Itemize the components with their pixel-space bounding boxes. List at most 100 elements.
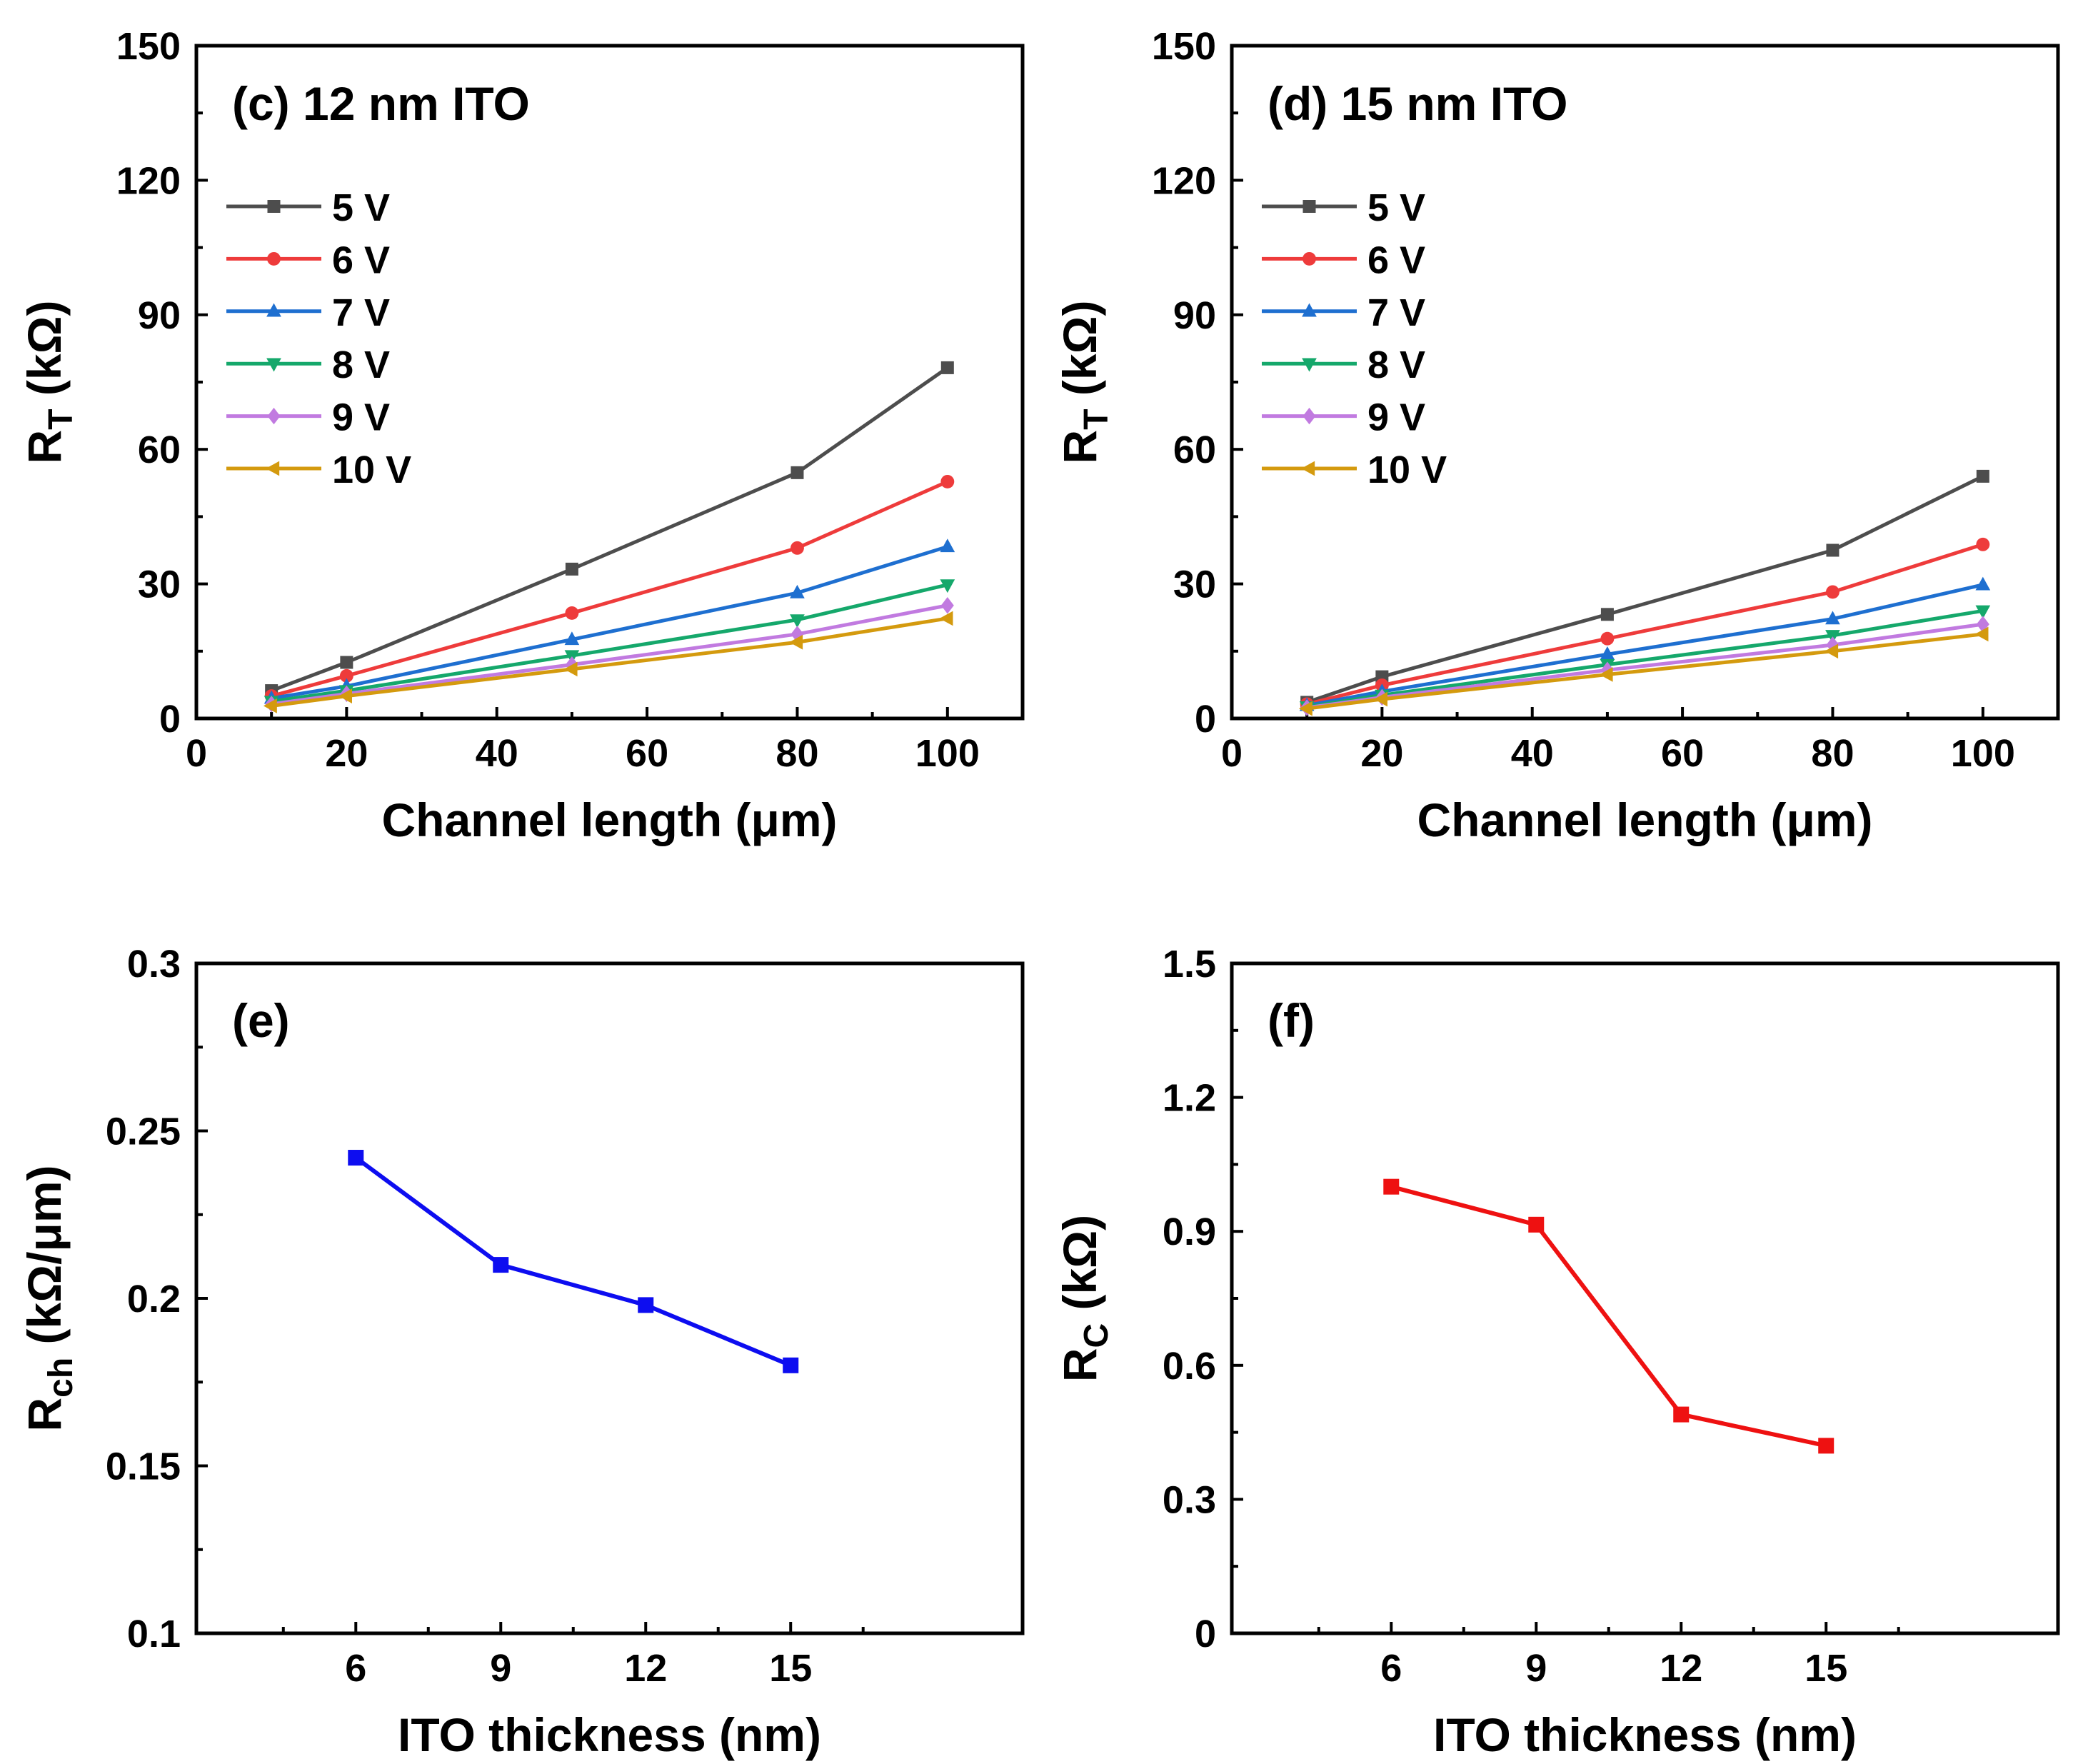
x-tick-label: 20: [325, 732, 368, 775]
data-point: [340, 656, 353, 669]
series-line: [1306, 542, 1984, 706]
data-point: [940, 597, 954, 614]
data-point: [1600, 646, 1615, 660]
series-line: [1390, 1184, 1827, 1448]
series-10v: [263, 611, 953, 713]
y-tick-label: 0: [159, 698, 181, 741]
legend-marker: [1302, 251, 1316, 266]
legend-label: 5 V: [1367, 186, 1425, 229]
data-point: [1528, 1216, 1545, 1233]
data-point: [790, 626, 804, 643]
legend: 5 V 6 V 7 V 8 V 9 V 10 V: [226, 186, 411, 491]
x-axis-label: Channel length (μm): [381, 793, 837, 846]
series-10v: [1298, 626, 1989, 716]
series-f: [1383, 1178, 1834, 1454]
data-point: [939, 611, 953, 626]
legend-marker: [1302, 303, 1317, 317]
legend-marker: [266, 461, 280, 476]
y-axis-label-subscript: T: [42, 409, 80, 429]
data-point: [790, 541, 804, 555]
data-point: [1826, 585, 1839, 599]
data-point: [790, 614, 805, 628]
x-tick-label: 0: [186, 732, 207, 775]
y-tick-label: 150: [116, 25, 181, 68]
data-point: [1673, 1406, 1690, 1423]
y-tick-label: 30: [1173, 563, 1216, 606]
data-point: [940, 579, 955, 593]
x-tick-label: 15: [769, 1647, 812, 1690]
y-tick-label: 0.25: [106, 1111, 181, 1153]
y-tick-label: 120: [1152, 159, 1216, 202]
series-line: [354, 1156, 792, 1368]
x-axis-label: ITO thickness (nm): [398, 1708, 821, 1761]
x-tick-label: 6: [345, 1647, 366, 1690]
y-axis-label-main: R: [18, 1398, 71, 1432]
y-tick-label: 90: [1173, 294, 1216, 337]
data-point: [263, 698, 277, 713]
panel-label: (f): [1268, 994, 1315, 1047]
legend-marker: [266, 303, 281, 317]
x-tick-label: 80: [1811, 732, 1854, 775]
data-point: [1975, 576, 1991, 591]
x-tick-label: 9: [1525, 1647, 1547, 1690]
y-tick-label: 0: [1195, 698, 1216, 741]
data-point: [564, 631, 580, 646]
x-tick-label: 100: [915, 732, 980, 775]
panel-label: (e): [232, 994, 290, 1047]
legend-label: 6 V: [332, 239, 390, 281]
chart-panel-d: 0 30 60 90 120 150 0 20 40 60 80 100 Channel length …: [1053, 25, 2060, 846]
data-point: [1976, 537, 1990, 551]
y-axis-label-main: R: [1053, 430, 1106, 464]
x-tick-label: 0: [1221, 732, 1243, 775]
plot-frame: [1230, 961, 2060, 1635]
panel-label: (d) 15 nm ITO: [1268, 77, 1568, 130]
panel-label: (c) 12 nm ITO: [232, 77, 530, 130]
y-tick-label: 0.3: [1163, 1478, 1216, 1521]
x-tick-label: 15: [1805, 1647, 1847, 1690]
data-point: [1825, 611, 1840, 625]
data-point: [1975, 605, 1991, 619]
data-point: [638, 1297, 654, 1313]
series-5v: [1300, 469, 1989, 709]
legend-label: 5 V: [332, 186, 390, 229]
data-point: [790, 466, 804, 479]
y-axis-label-unit: (kΩ): [1053, 301, 1106, 409]
chart-panel-e: 0.1 0.15 0.2 0.25 0.3 6 9 12 15 ITO thickness (nm…: [18, 943, 1025, 1761]
legend-marker: [267, 200, 281, 213]
series-6v: [1300, 537, 1990, 711]
y-tick-label: 150: [1152, 25, 1216, 68]
y-axis-label-unit: (kΩ): [18, 301, 71, 409]
x-tick-label: 9: [490, 1647, 511, 1690]
y-axis-label-unit: (kΩ): [1053, 1215, 1106, 1323]
x-tick-label: 100: [1951, 732, 2015, 775]
data-point: [348, 1150, 364, 1166]
y-tick-label: 1.2: [1163, 1077, 1216, 1120]
chart-panel-f: 0 0.3 0.6 0.9 1.2 1.5 6 9 12 15 ITO thickness (nm)…: [1053, 943, 2060, 1761]
plot-frame: [194, 961, 1025, 1635]
data-point: [339, 668, 353, 683]
data-point: [940, 474, 955, 488]
y-axis-label-subscript: T: [1078, 409, 1115, 429]
data-point: [940, 538, 955, 553]
y-axis-label: Rch (kΩ/μm): [18, 1165, 80, 1431]
x-tick-label: 40: [1511, 732, 1554, 775]
x-tick-label: 40: [476, 732, 518, 775]
data-point: [1599, 667, 1613, 682]
data-point: [1374, 691, 1388, 707]
legend-marker: [1302, 407, 1316, 425]
y-tick-label: 120: [116, 159, 181, 202]
chart-panel-c: 0 30 60 90 120 150 0 20 40 60 80 100 Channel length …: [18, 25, 1025, 846]
legend-label: 6 V: [1367, 239, 1425, 281]
y-axis-label: RT (kΩ): [1053, 301, 1115, 464]
data-point: [1298, 701, 1312, 716]
y-tick-label: 0.6: [1163, 1345, 1216, 1388]
legend-label: 9 V: [332, 396, 390, 439]
y-axis-label-main: R: [18, 430, 71, 464]
y-axis-label-main: R: [1053, 1348, 1106, 1382]
y-axis-label-subscript: ch: [42, 1358, 80, 1398]
y-axis-label-subscript: C: [1078, 1323, 1115, 1348]
legend-label: 8 V: [332, 344, 390, 386]
data-point: [1600, 608, 1614, 621]
data-point: [1976, 469, 1989, 483]
y-tick-label: 0.3: [127, 943, 181, 986]
